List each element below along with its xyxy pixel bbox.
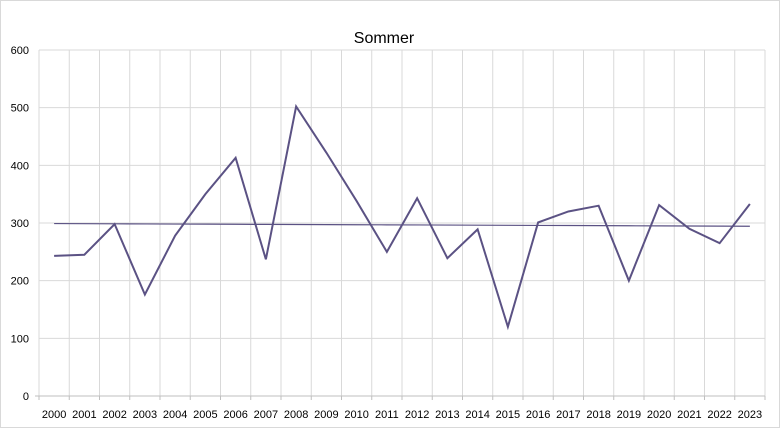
x-tick-label: 2015 (496, 409, 520, 421)
y-tick-label: 0 (23, 391, 29, 403)
x-tick-label: 2003 (133, 409, 157, 421)
x-tick-label: 2019 (617, 409, 641, 421)
y-tick-label: 600 (11, 45, 29, 57)
axis-layer (35, 395, 766, 400)
x-tick-label: 2021 (677, 409, 701, 421)
x-tick-label: 2002 (102, 409, 126, 421)
x-tick-label: 2013 (435, 409, 459, 421)
grid-layer (38, 49, 766, 396)
y-tick-label: 200 (11, 276, 29, 288)
x-tick-label: 2006 (223, 409, 247, 421)
x-tick-label: 2004 (163, 409, 187, 421)
x-tick-label: 2009 (314, 409, 338, 421)
x-tick-label: 2001 (72, 409, 96, 421)
x-tick-label: 2008 (284, 409, 308, 421)
y-tick-label: 400 (11, 160, 29, 172)
y-tick-label: 300 (11, 218, 29, 230)
x-tick-label: 2023 (738, 409, 762, 421)
x-tick-label: 2014 (465, 409, 489, 421)
x-tick-label: 2018 (586, 409, 610, 421)
y-tick-label: 100 (11, 333, 29, 345)
x-tick-label: 2012 (405, 409, 429, 421)
series-layer (54, 103, 751, 331)
x-tick-label: 2011 (375, 409, 399, 421)
x-tick-label: 2010 (344, 409, 368, 421)
x-tick-labels: 2000 2001 2002 2003 2004 2005 2006 2007 2008 2009… (42, 409, 762, 421)
x-tick-label: 2005 (193, 409, 217, 421)
x-tick-label: 2017 (556, 409, 580, 421)
x-tick-label: 2007 (254, 409, 278, 421)
chart-title: Sommer (354, 30, 415, 47)
series-line (54, 103, 751, 331)
y-tick-label: 500 (11, 103, 29, 115)
x-tick-label: 2000 (42, 409, 66, 421)
y-tick-labels: 0 100 200 300 400 500 600 (11, 45, 29, 403)
x-tick-label: 2022 (707, 409, 731, 421)
x-tick-label: 2016 (526, 409, 550, 421)
x-tick-label: 2020 (647, 409, 671, 421)
